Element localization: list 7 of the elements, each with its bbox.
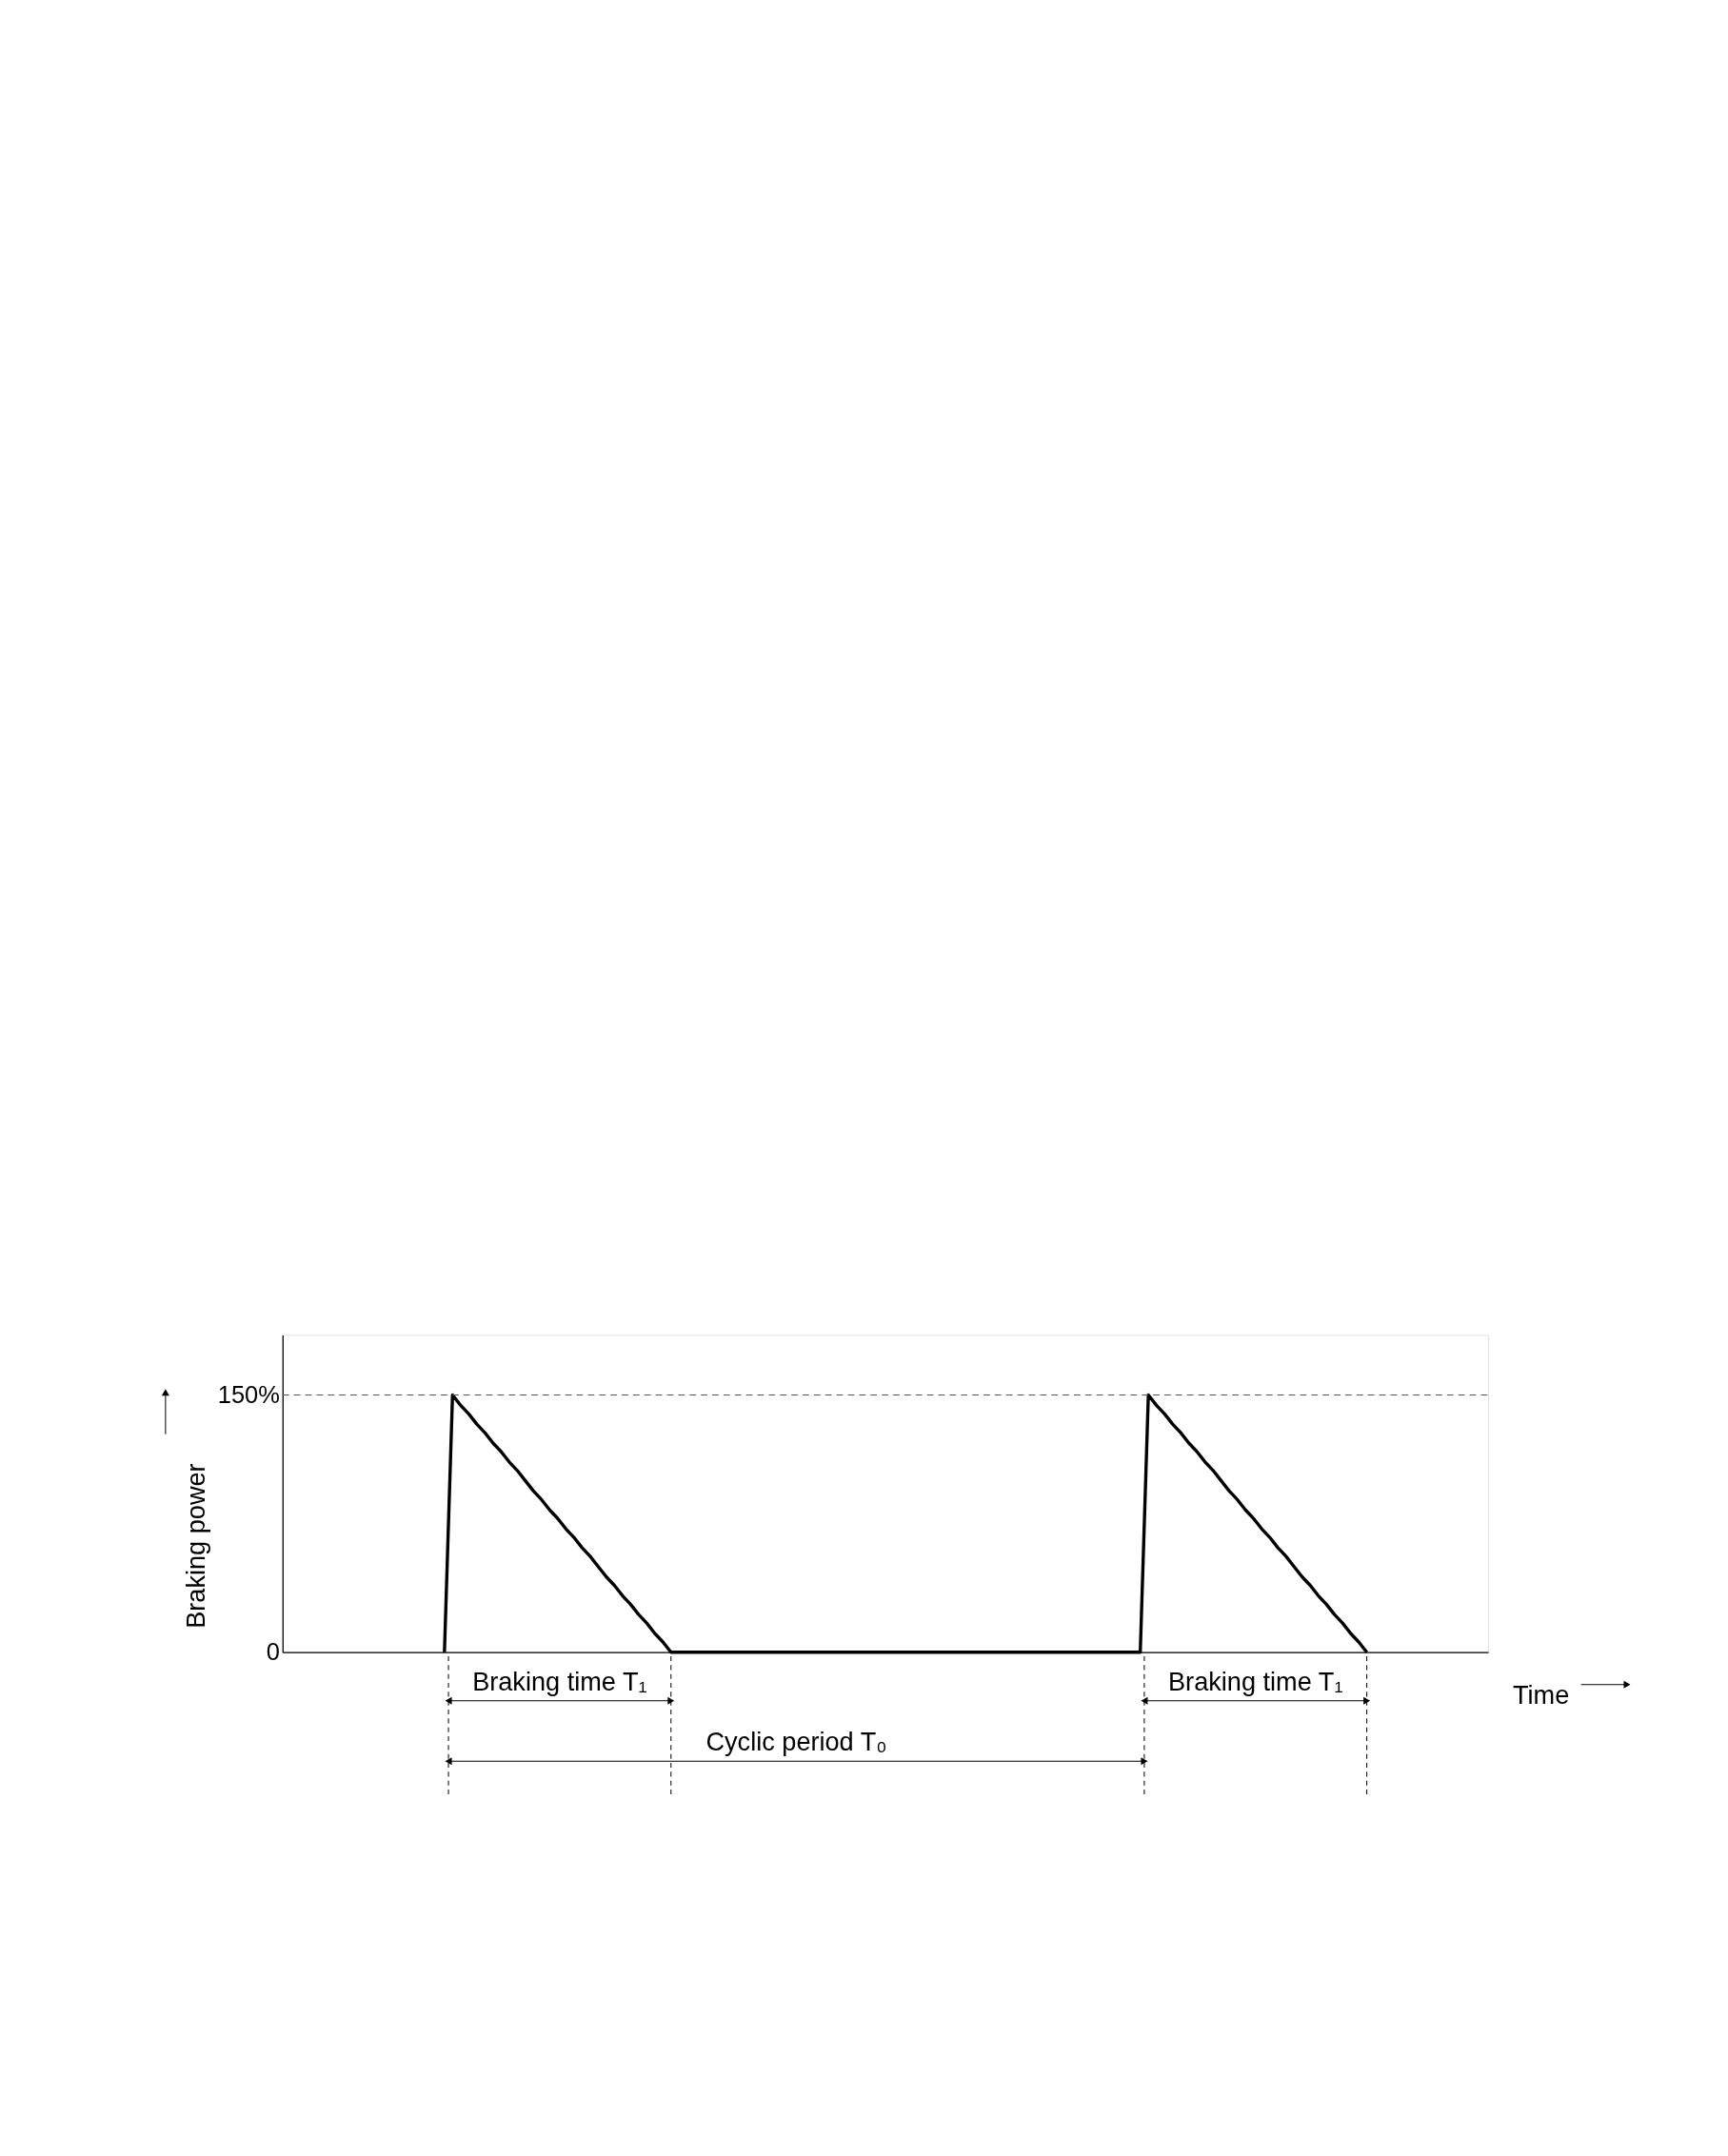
x-axis-title: Time (1513, 1679, 1570, 1710)
text: Braking time T₁ (1168, 1666, 1343, 1696)
text: Cyclic period T₀ (705, 1727, 887, 1757)
y-axis-title: Braking power (181, 1463, 210, 1629)
y-tick-label: 0 (266, 1637, 280, 1665)
text: Braking time T₁ (472, 1666, 647, 1696)
y-tick-label: 150% (217, 1380, 280, 1408)
